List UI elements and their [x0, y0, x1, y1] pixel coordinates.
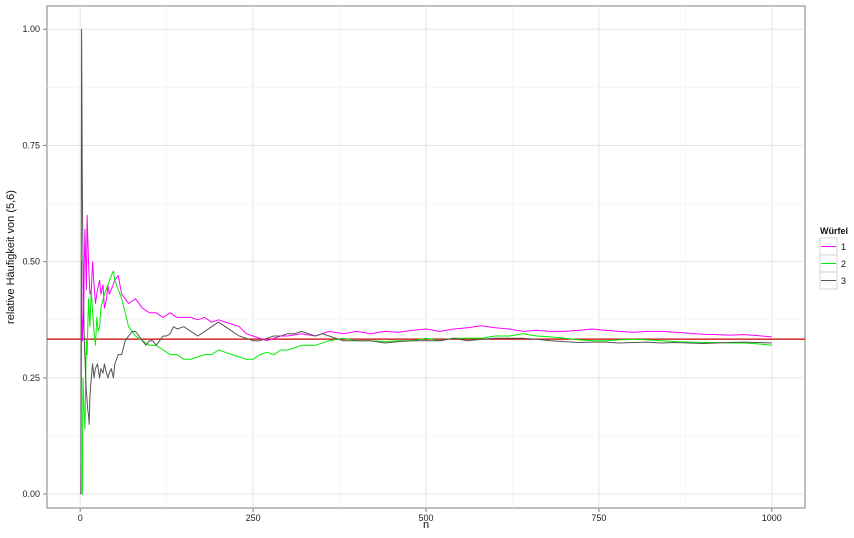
legend-label: 3	[841, 276, 846, 286]
y-tick-label: 0.00	[22, 489, 40, 499]
x-tick-label: 750	[591, 513, 606, 523]
x-axis-ticks: 0 250 500 750 1000	[78, 508, 782, 523]
y-tick-label: 0.25	[22, 373, 40, 383]
x-axis-title: n	[423, 519, 429, 531]
y-tick-label: 1.00	[22, 24, 40, 34]
series-lines	[80, 28, 772, 495]
legend-items: 1 2 3	[819, 237, 846, 290]
series-line-3	[80, 28, 772, 495]
grid-lines	[47, 6, 805, 508]
legend: Würfel 1 2 3	[819, 226, 848, 290]
y-axis-title: relative Häufigkeit von (5,6)	[5, 190, 17, 324]
legend-title: Würfel	[820, 226, 848, 236]
series-line-2	[80, 270, 772, 495]
x-tick-label: 500	[418, 513, 433, 523]
legend-label: 2	[841, 259, 846, 269]
y-tick-label: 0.50	[22, 257, 40, 267]
series-line-1	[80, 214, 772, 495]
y-tick-label: 0.75	[22, 140, 40, 150]
x-tick-label: 1000	[762, 513, 782, 523]
legend-label: 1	[841, 242, 846, 252]
y-axis-ticks: 0.00 0.25 0.50 0.75 1.00	[22, 24, 47, 499]
x-tick-label: 250	[246, 513, 261, 523]
x-tick-label: 0	[78, 513, 83, 523]
